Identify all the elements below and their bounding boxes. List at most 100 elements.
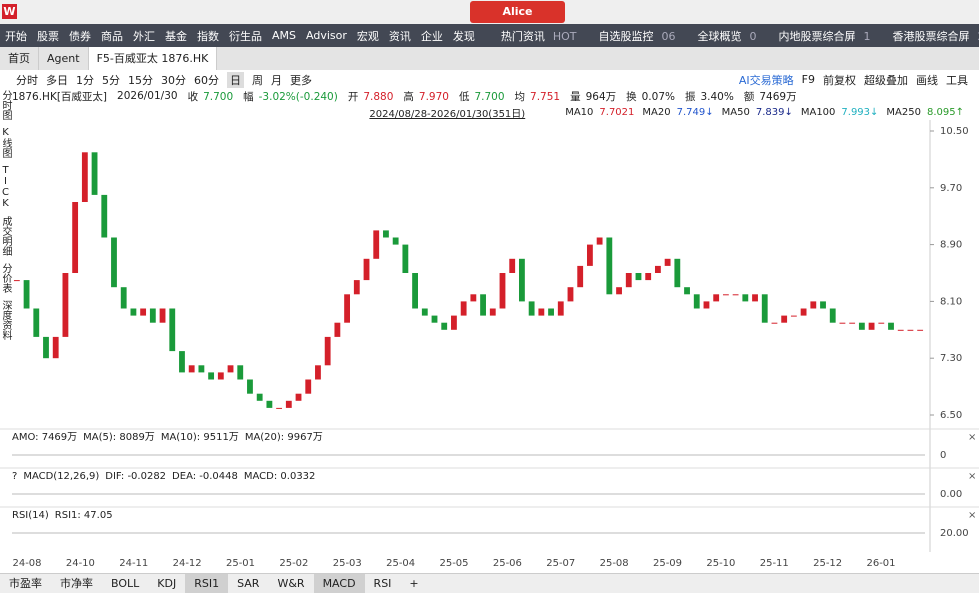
indicator-tab[interactable]: W&R (277, 577, 305, 590)
quote-item: 开 7.880 (348, 89, 399, 104)
menu-item[interactable]: Advisor (306, 29, 347, 42)
menu-item[interactable]: 商品 (101, 29, 123, 43)
candle (907, 329, 914, 331)
chart: 10.50 9.70 8.90 8.10 7.30 6.50 AMO: 7469万 MA(5)… (0, 120, 979, 569)
candle (198, 365, 205, 373)
side-tab[interactable]: 分价表 (0, 263, 11, 293)
period[interactable]: 月 (271, 73, 282, 87)
ma-item: MA20 7.749↓ (642, 107, 717, 118)
period[interactable]: 周 (252, 73, 263, 87)
indicator-tab[interactable]: KDJ (157, 577, 177, 590)
title-bar: W Alice (0, 0, 979, 24)
tab[interactable]: Agent (39, 47, 89, 70)
period[interactable]: 多日 (46, 73, 68, 87)
side-tab[interactable]: 深度资料 (0, 300, 11, 340)
ma-label: MA20 (642, 107, 671, 118)
menu-item[interactable]: 宏观 (356, 29, 379, 43)
quote-value: 3.40% (700, 90, 734, 103)
y-tick-label: 9.70 (940, 183, 962, 194)
panel-label: RSI1: 47.05 (55, 510, 113, 521)
quote-item: 量 964万 (570, 89, 621, 104)
menu-right-item[interactable]: 香港股票综合屏 2 (888, 28, 979, 44)
candle (742, 294, 749, 302)
menu-item[interactable]: AMS (272, 29, 296, 42)
candle (295, 393, 302, 401)
menu-item[interactable]: 债券 (69, 29, 91, 43)
ma-label: MA10 (565, 107, 594, 118)
menu-item[interactable]: 指数 (197, 29, 219, 43)
ma-value: 8.095↑ (926, 107, 964, 118)
tool[interactable]: 前复权 (823, 73, 856, 87)
menu-item[interactable]: 企业 (420, 29, 443, 43)
period-bar: 分时 多日 1分 5分 15分 30分 60分日周月更多 AI交易策略 F9 前复权 超级叠加 画线工… (12, 71, 972, 88)
menu-right-item[interactable]: 全球概览 0 (693, 28, 762, 44)
menu-right-tag: HOT (552, 29, 577, 43)
menu-item[interactable]: 衍生品 (229, 29, 262, 43)
quote-label: 开 (347, 90, 359, 103)
menu-right-label: 香港股票综合屏 (892, 29, 970, 43)
indicator-tab[interactable]: 市盈率 (9, 577, 42, 590)
tab[interactable]: 首页 (0, 47, 39, 70)
quote-label: 高 (403, 90, 414, 103)
panel-label: ? (12, 471, 17, 482)
candle (664, 258, 671, 266)
menu-item[interactable]: 股票 (37, 29, 59, 43)
candle (43, 336, 49, 359)
user-badge[interactable]: Alice (470, 1, 565, 23)
menu-right-item[interactable]: 自选股监控 06 (594, 28, 681, 44)
period[interactable]: 1分 (76, 73, 94, 87)
ma-label: MA250 (886, 107, 921, 118)
menu-right-item[interactable]: 内地股票综合屏 1 (774, 28, 876, 44)
tab[interactable]: F5-百威亚太 1876.HK (88, 47, 218, 70)
menu-item[interactable]: 外汇 (133, 29, 155, 43)
period[interactable]: 60分 (194, 73, 219, 87)
logo[interactable]: W (2, 4, 17, 19)
menu-right-label: 内地股票综合屏 (778, 29, 856, 43)
candle (237, 365, 244, 380)
tool[interactable]: AI交易策略 (738, 73, 794, 87)
close-icon[interactable]: × (968, 432, 976, 443)
menu-right-tag: 1 (863, 29, 871, 43)
candle (509, 258, 516, 273)
close-icon[interactable]: × (968, 510, 976, 521)
quote-item: 收 7.700 (188, 89, 239, 104)
indicator-tab[interactable]: 市净率 (60, 577, 93, 590)
tool[interactable]: 画线 (916, 73, 938, 87)
candle (684, 287, 690, 295)
candle (179, 351, 185, 373)
side-tab[interactable]: TICK (0, 165, 11, 209)
period[interactable]: 日 (227, 71, 244, 88)
tool[interactable]: F9 (801, 73, 815, 86)
indicator-tab[interactable]: RSI (373, 577, 392, 590)
menu-item[interactable]: 资讯 (388, 29, 411, 43)
period[interactable]: 15分 (128, 73, 153, 87)
candle (120, 287, 127, 309)
indicator-tab[interactable]: BOLL (111, 577, 140, 590)
menu-item[interactable]: 开始 (5, 29, 27, 43)
candle (567, 287, 574, 302)
indicator-tab[interactable]: MACD (313, 574, 365, 593)
side-tab[interactable]: 成交明细 (0, 216, 11, 256)
period[interactable]: 5分 (102, 73, 120, 87)
quote-item: 换 0.07% (626, 89, 680, 104)
period[interactable]: 更多 (290, 73, 312, 87)
tool[interactable]: 超级叠加 (864, 73, 908, 87)
indicator-tab[interactable]: + (409, 577, 419, 590)
y-tick-label: 6.50 (940, 410, 962, 421)
menu-item[interactable]: 基金 (165, 29, 187, 43)
candle (305, 379, 312, 394)
indicator-tab[interactable]: RSI1 (185, 574, 229, 593)
period[interactable]: 分时 (16, 73, 38, 87)
tool[interactable]: 工具 (946, 73, 968, 87)
menu-item[interactable]: 发现 (452, 29, 475, 43)
period[interactable]: 30分 (161, 73, 186, 87)
candle (315, 365, 321, 380)
quote-item: 振 3.40% (685, 89, 739, 104)
close-icon[interactable]: × (968, 471, 976, 482)
side-tab[interactable]: K线图 (0, 127, 11, 158)
indicator-tab[interactable]: SAR (237, 577, 260, 590)
menu-right-item[interactable]: 热门资讯 HOT (496, 28, 582, 44)
side-tab[interactable]: 分时图 (0, 90, 11, 120)
panel-axis-label: 20.00 (940, 528, 969, 539)
candle (693, 294, 700, 309)
